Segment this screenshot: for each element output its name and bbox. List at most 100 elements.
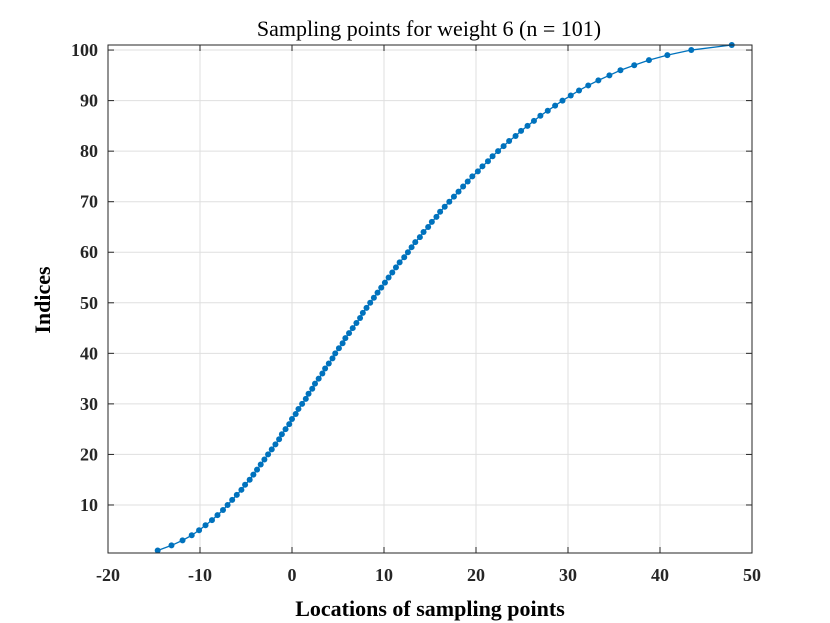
data-point [416, 234, 423, 241]
data-point [518, 127, 525, 134]
data-point [305, 390, 312, 397]
data-point [272, 441, 279, 448]
data-point [257, 461, 264, 468]
data-point [631, 62, 638, 69]
y-tick-label: 70 [80, 192, 98, 212]
data-point [254, 466, 261, 473]
data-point [408, 244, 415, 251]
data-point [250, 471, 257, 478]
data-point [233, 491, 240, 498]
data-point [378, 284, 385, 291]
data-point [292, 410, 299, 417]
y-tick-label: 10 [80, 495, 98, 515]
data-point [322, 365, 329, 372]
data-point [530, 117, 537, 124]
data-point [446, 198, 453, 205]
data-point [469, 173, 476, 180]
chart-title: Sampling points for weight 6 (n = 101) [257, 16, 601, 41]
data-point [289, 416, 295, 423]
data-point [595, 77, 602, 84]
data-point [495, 148, 502, 155]
data-point [339, 340, 346, 347]
data-point [229, 496, 236, 503]
data-point [389, 269, 396, 276]
data-point [484, 158, 491, 165]
data-point [335, 345, 342, 352]
data-point [664, 52, 671, 59]
x-tick-label: 40 [651, 565, 669, 585]
series-sampling-points [154, 42, 735, 554]
axis-ticks: -20 -10 0 10 20 30 40 50 10 20 30 40 50 60 70 80 90 100 [71, 40, 761, 585]
data-point [617, 67, 624, 74]
data-point [261, 456, 268, 463]
data-point [295, 405, 302, 412]
x-tick-label: 0 [288, 565, 297, 585]
data-point [332, 350, 339, 357]
data-point [315, 375, 322, 382]
data-point [396, 259, 403, 266]
y-tick-label: 50 [80, 293, 98, 313]
plot-frame [107, 44, 753, 554]
data-point [474, 168, 481, 175]
data-point [500, 143, 507, 150]
data-point [278, 431, 285, 438]
data-point [220, 507, 226, 514]
data-point [385, 274, 392, 281]
y-axis-label: Indices [30, 266, 55, 334]
data-point [392, 264, 399, 271]
data-point [524, 122, 531, 129]
data-point [420, 229, 427, 236]
data-point [325, 360, 332, 367]
y-tick-label: 20 [80, 444, 98, 464]
data-point [559, 97, 566, 104]
y-tick-label: 40 [80, 343, 98, 363]
x-tick-label: 10 [375, 565, 393, 585]
data-point [282, 426, 289, 433]
data-point [464, 178, 471, 185]
data-point [425, 223, 432, 230]
x-tick-label: 20 [467, 565, 485, 585]
data-point [286, 421, 293, 428]
data-point [450, 193, 457, 200]
data-point [246, 476, 253, 483]
data-point [441, 203, 448, 210]
data-point [374, 289, 381, 296]
data-point [544, 107, 551, 114]
data-point [299, 400, 306, 407]
data-point [606, 72, 613, 79]
x-tick-label: 30 [559, 565, 577, 585]
data-point [353, 320, 360, 327]
data-point [154, 547, 161, 554]
data-point [428, 218, 435, 225]
data-point [224, 501, 231, 508]
data-point [329, 355, 336, 362]
data-point [349, 325, 356, 332]
y-tick-label: 60 [80, 242, 98, 262]
data-point [433, 213, 440, 220]
data-point [312, 380, 318, 387]
data-point [455, 188, 462, 195]
data-point [506, 138, 513, 145]
data-point [214, 512, 221, 519]
data-point [309, 385, 316, 392]
data-point [238, 486, 245, 493]
series-line [157, 44, 732, 552]
data-point [370, 294, 377, 301]
x-tick-label: -20 [96, 565, 120, 585]
data-point [412, 239, 419, 246]
data-point [645, 57, 652, 64]
y-tick-label: 80 [80, 141, 98, 161]
data-point [437, 208, 444, 215]
data-point [367, 299, 374, 306]
data-point [302, 395, 309, 402]
data-point [363, 304, 370, 311]
data-point [688, 47, 695, 54]
y-tick-label: 100 [71, 40, 98, 60]
data-point [585, 82, 592, 89]
data-point [242, 481, 249, 488]
y-tick-label: 90 [80, 91, 98, 111]
data-point [401, 254, 408, 261]
data-point [188, 532, 195, 539]
x-axis-label: Locations of sampling points [295, 596, 565, 621]
